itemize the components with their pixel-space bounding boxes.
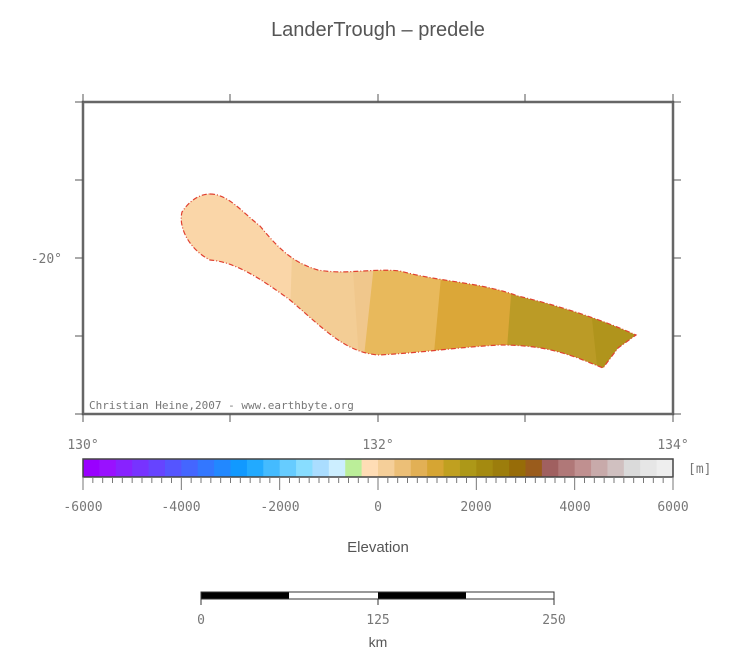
colorbar-tick-label: 6000: [657, 500, 688, 515]
colorbar-tick-label: -4000: [161, 500, 200, 515]
colorbar-cell: [378, 459, 395, 477]
colorbar-cell: [640, 459, 658, 477]
colorbar-cell: [427, 459, 445, 477]
colorbar-unit: [m]: [688, 462, 711, 477]
scale-tick-label: 125: [366, 613, 389, 628]
colorbar-cell: [623, 459, 641, 477]
colorbar-cell: [328, 459, 346, 477]
colorbar-cell: [148, 459, 166, 477]
colorbar-tick-label: -2000: [260, 500, 299, 515]
x-tick-label: 132°: [362, 438, 393, 453]
credit-text: Christian Heine,2007 - www.earthbyte.org: [89, 399, 354, 412]
colorbar-cell: [509, 459, 527, 477]
y-tick-label: -20°: [31, 252, 62, 267]
colorbar-cell: [591, 459, 609, 477]
colorbar-tick-label: -6000: [63, 500, 102, 515]
colorbar-ticks: [82, 477, 674, 490]
colorbar-tick-label: 2000: [460, 500, 491, 515]
colorbar-cell: [459, 459, 477, 477]
colorbar-cell: [574, 459, 592, 477]
colorbar-cell: [99, 459, 117, 477]
map-title: LanderTrough – predele: [271, 19, 485, 41]
colorbar-cell: [164, 459, 182, 477]
map-frame: [81, 100, 675, 416]
scale-tick-label: 0: [197, 613, 205, 628]
colorbar-cell: [230, 459, 248, 477]
colorbar-cell: [541, 459, 559, 477]
colorbar-cell: [246, 459, 264, 477]
colorbar-cell: [132, 459, 150, 477]
colorbar-cell: [296, 459, 314, 477]
x-tick-label: 130°: [67, 438, 98, 453]
colorbar-cell: [443, 459, 461, 477]
colorbar-label: Elevation: [347, 539, 409, 556]
colorbar-cell: [263, 459, 281, 477]
frame-ticks: [75, 94, 681, 422]
colorbar-cell: [410, 459, 428, 477]
colorbar-cell: [394, 459, 412, 477]
colorbar-cell: [214, 459, 232, 477]
colorbar-cell: [558, 459, 576, 477]
colorbar-tick-label: 4000: [559, 500, 590, 515]
colorbar-cell: [492, 459, 510, 477]
colorbar-cell: [476, 459, 494, 477]
scale-tick-label: 250: [542, 613, 565, 628]
colorbar-tick-label: 0: [374, 500, 382, 515]
colorbar-cell: [115, 459, 133, 477]
colorbar-cell: [181, 459, 199, 477]
scale-bar: [200, 591, 555, 605]
colorbar-cell: [607, 459, 625, 477]
colorbar-cell: [312, 459, 330, 477]
colorbar-cell: [525, 459, 543, 477]
colorbar-cell: [361, 459, 379, 477]
scale-unit: km: [369, 634, 388, 650]
colorbar-cell: [345, 459, 363, 477]
colorbar: [83, 459, 674, 477]
colorbar-cell: [656, 459, 674, 477]
colorbar-cell: [83, 459, 100, 477]
x-tick-label: 134°: [657, 438, 688, 453]
colorbar-cell: [197, 459, 215, 477]
colorbar-cell: [279, 459, 297, 477]
